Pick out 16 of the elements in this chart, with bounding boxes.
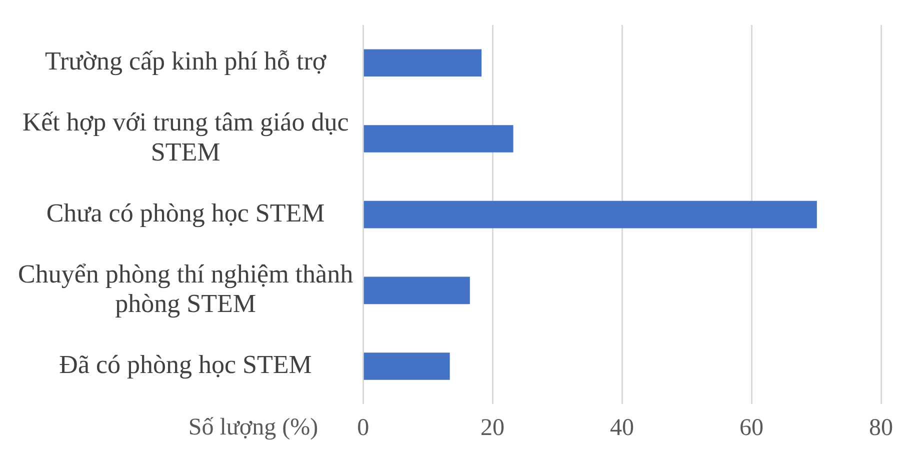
y-tick-label: Kết hợp với trung tâm giáo dục STEM <box>22 108 349 167</box>
bar <box>364 125 514 152</box>
x-tick-label: 20 <box>480 414 505 441</box>
bar <box>364 200 817 228</box>
x-tick-label: 40 <box>610 414 634 441</box>
y-tick-label: Chuyển phòng thí nghiệm thành phòng STEM <box>18 259 354 318</box>
bar <box>364 352 450 380</box>
x-tick-label: 0 <box>357 414 370 441</box>
y-tick-label: Chưa có phòng học STEM <box>46 198 325 228</box>
bar <box>364 49 482 77</box>
bar <box>364 276 470 304</box>
y-tick-label: Đã có phòng học STEM <box>59 350 312 380</box>
x-axis-title: Số lượng (%) <box>188 414 318 440</box>
x-tick-label: 60 <box>740 414 764 441</box>
y-tick-label: Trường cấp kinh phí hỗ trợ <box>44 46 328 76</box>
x-tick-label: 80 <box>869 414 893 441</box>
